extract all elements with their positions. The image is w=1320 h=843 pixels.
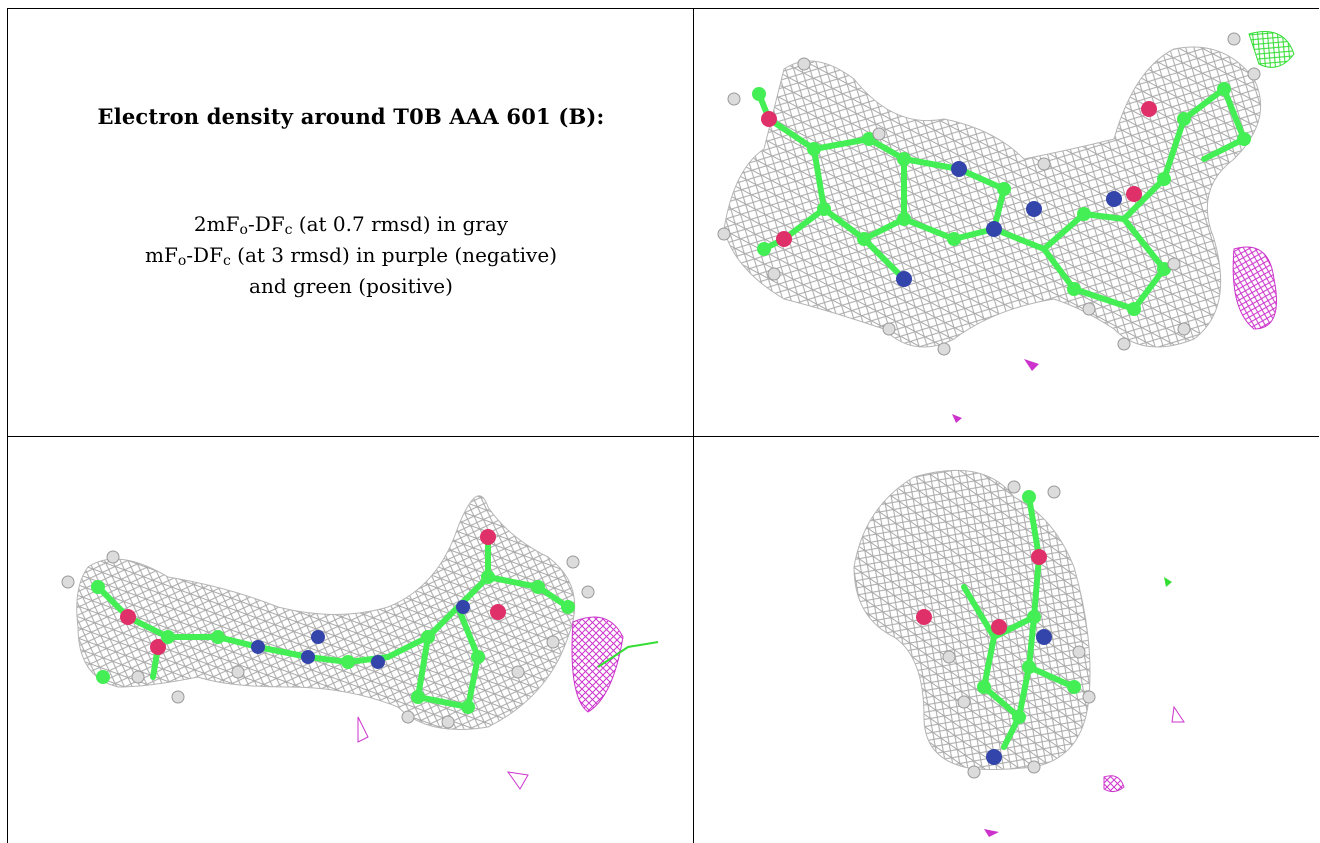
negative-density-blob	[571, 616, 624, 713]
molecule-render-1	[717, 31, 1295, 423]
table-center-border	[693, 8, 694, 843]
ligand-atoms	[916, 480, 1096, 779]
positive-density-fragment	[1164, 577, 1172, 587]
negative-density-blob	[1232, 246, 1277, 330]
density-view-3	[694, 437, 1319, 843]
density-view-2	[8, 437, 693, 843]
legend-2-pre: mF	[145, 243, 178, 267]
molecule-render-3	[853, 469, 1185, 837]
legend-1-post: (at 0.7 rmsd) in gray	[292, 212, 509, 236]
negative-density-fragment	[1171, 705, 1185, 723]
figure-legend: 2mFo-DFc (at 0.7 rmsd) in gray mFo-DFc (…	[8, 209, 693, 302]
legend-2-sub1: o	[177, 253, 187, 269]
table-left-border	[7, 8, 8, 843]
legend-1-sub1: o	[239, 222, 248, 238]
density-view-1	[694, 9, 1319, 436]
legend-1-sub2: c	[284, 222, 293, 238]
ligand-atoms	[61, 529, 595, 729]
molecule-render-2	[61, 495, 659, 790]
negative-density-fragment	[1024, 359, 1039, 371]
legend-line-2: mFo-DFc (at 3 rmsd) in purple (negative)	[8, 240, 693, 271]
legend-line-1: 2mFo-DFc (at 0.7 rmsd) in gray	[8, 209, 693, 240]
gray-density-mesh	[76, 495, 576, 730]
ligand-atoms	[717, 32, 1261, 356]
negative-density-fragment-2	[952, 414, 962, 423]
legend-1-mid: -DF	[247, 212, 285, 236]
gray-density-mesh	[723, 46, 1262, 348]
gray-density-mesh	[853, 469, 1091, 770]
ligand-bonds	[961, 494, 1077, 750]
positive-density-line	[597, 641, 659, 668]
legend-2-post: (at 3 rmsd) in purple (negative)	[230, 243, 557, 267]
positive-density-blob	[1248, 31, 1295, 68]
negative-density-blob	[1103, 775, 1125, 793]
figure-title: Electron density around T0B AAA 601 (B):	[97, 104, 605, 129]
legend-2-mid: -DF	[186, 243, 223, 267]
negative-density-fragment-2	[984, 829, 999, 837]
negative-density-fragment	[357, 716, 369, 743]
table-top-border	[7, 8, 1319, 9]
caption-cell: Electron density around T0B AAA 601 (B):…	[8, 9, 693, 436]
negative-density-fragment-2	[506, 771, 529, 790]
figure-table: Electron density around T0B AAA 601 (B):…	[7, 8, 1319, 843]
table-middle-border	[7, 436, 1319, 437]
legend-3-text: and green (positive)	[249, 274, 453, 298]
legend-line-3: and green (positive)	[8, 271, 693, 302]
legend-1-pre: 2mF	[193, 212, 240, 236]
legend-2-sub2: c	[222, 253, 231, 269]
